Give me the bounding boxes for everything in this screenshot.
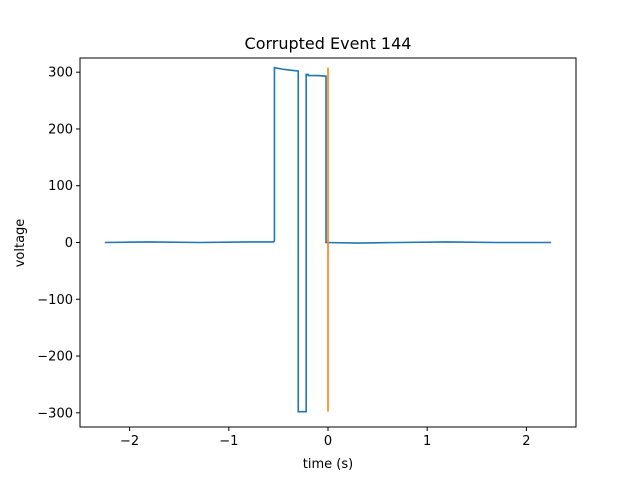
x-axis: −2 −1 0 1 2 <box>120 427 531 449</box>
y-tick-label: −300 <box>37 406 73 421</box>
y-axis-label: voltage <box>13 219 28 268</box>
x-tick-label: 1 <box>423 434 431 449</box>
series-line-0 <box>104 66 552 413</box>
x-axis-label: time (s) <box>303 457 353 472</box>
x-tick-label: −1 <box>219 434 238 449</box>
y-tick-label: 200 <box>48 122 73 137</box>
chart-title: Corrupted Event 144 <box>245 34 412 53</box>
y-axis: −300 −200 −100 0 100 200 300 <box>37 66 80 421</box>
axes-frame <box>79 57 577 428</box>
y-tick-label: 0 <box>65 236 73 251</box>
y-tick-label: −200 <box>37 350 73 365</box>
y-tick-label: 300 <box>48 66 73 81</box>
x-tick-label: 2 <box>522 434 530 449</box>
plot-area <box>104 66 552 413</box>
y-tick-label: 100 <box>48 179 73 194</box>
y-tick-label: −100 <box>37 293 73 308</box>
x-tick-label: 0 <box>324 434 332 449</box>
x-tick-label: −2 <box>120 434 139 449</box>
